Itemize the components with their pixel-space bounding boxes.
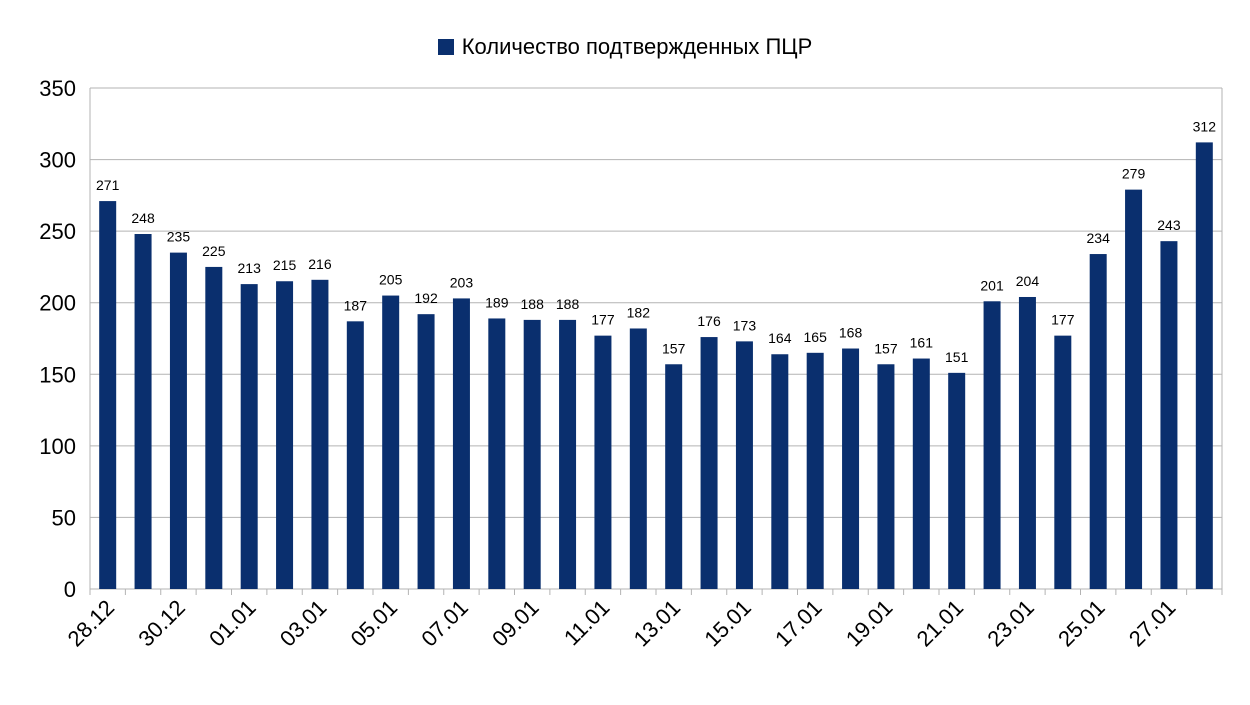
bar <box>1160 241 1178 590</box>
data-label: 157 <box>874 340 898 356</box>
y-tick-label: 350 <box>39 76 76 101</box>
x-tick-label: 11.01 <box>559 595 614 650</box>
x-tick-label: 05.01 <box>346 595 403 652</box>
bar <box>594 335 612 589</box>
data-label: 188 <box>521 296 545 312</box>
bar <box>99 201 117 589</box>
bar <box>523 319 541 589</box>
bar <box>134 234 152 589</box>
bar <box>311 279 329 589</box>
y-tick-label: 200 <box>39 291 76 316</box>
bar <box>629 328 647 589</box>
data-label: 216 <box>308 256 332 272</box>
data-label: 177 <box>1051 312 1075 328</box>
bar <box>1195 142 1213 589</box>
bar <box>382 295 400 589</box>
x-tick-label: 23.01 <box>982 595 1039 652</box>
bar <box>1089 254 1107 589</box>
x-tick-label: 30.12 <box>133 595 190 652</box>
bar <box>205 266 223 589</box>
bar <box>842 348 860 589</box>
data-label: 182 <box>627 304 651 320</box>
bar <box>240 284 258 589</box>
legend: Количество подтвержденных ПЦР <box>0 34 1250 60</box>
data-label: 189 <box>485 294 509 310</box>
data-label: 173 <box>733 317 757 333</box>
data-label: 215 <box>273 257 297 273</box>
bar <box>665 364 683 589</box>
x-tick-label: 09.01 <box>487 595 544 652</box>
x-tick-label: 25.01 <box>1053 595 1110 652</box>
y-tick-label: 300 <box>39 148 76 173</box>
bar <box>771 354 789 589</box>
bar <box>1054 335 1072 589</box>
data-label: 192 <box>414 290 438 306</box>
bar <box>452 298 470 589</box>
bar <box>735 341 753 589</box>
bar <box>1125 189 1143 590</box>
data-label: 234 <box>1087 230 1111 246</box>
data-label: 203 <box>450 274 474 290</box>
x-tick-label: 03.01 <box>275 595 332 652</box>
bar <box>877 364 895 589</box>
data-label: 243 <box>1157 217 1181 233</box>
data-label: 157 <box>662 340 686 356</box>
bar <box>559 319 577 589</box>
data-label: 312 <box>1193 118 1217 134</box>
bar <box>417 314 435 589</box>
data-label: 176 <box>697 313 721 329</box>
bar <box>983 301 1001 589</box>
data-label: 168 <box>839 325 863 341</box>
x-tick-label: 07.01 <box>416 595 473 652</box>
x-tick-label: 28.12 <box>63 595 120 652</box>
bar <box>948 372 966 589</box>
bar <box>1018 296 1036 589</box>
y-tick-label: 0 <box>64 577 76 602</box>
x-tick-label: 13.01 <box>629 595 686 652</box>
data-label: 225 <box>202 243 226 259</box>
data-label: 271 <box>96 177 120 193</box>
data-label: 248 <box>131 210 155 226</box>
x-tick-label: 17.01 <box>770 595 827 652</box>
legend-swatch <box>437 39 454 55</box>
y-tick-label: 150 <box>39 362 76 387</box>
data-label: 188 <box>556 296 580 312</box>
data-label: 151 <box>945 349 969 365</box>
data-label: 279 <box>1122 166 1146 182</box>
data-label: 165 <box>804 329 828 345</box>
bar <box>806 352 824 589</box>
bar <box>346 321 364 589</box>
data-label: 235 <box>167 229 191 245</box>
data-label: 201 <box>980 277 1004 293</box>
y-tick-label: 250 <box>39 219 76 244</box>
bar <box>169 252 187 589</box>
x-tick-label: 21.01 <box>912 595 969 652</box>
y-tick-label: 100 <box>39 434 76 459</box>
y-tick-label: 50 <box>52 505 76 530</box>
bar <box>912 358 930 589</box>
data-label: 204 <box>1016 273 1040 289</box>
x-tick-label: 01.01 <box>204 595 261 652</box>
legend-label: Количество подтвержденных ПЦР <box>461 34 813 59</box>
data-label: 177 <box>591 312 615 328</box>
data-label: 205 <box>379 272 403 288</box>
bar <box>488 318 506 589</box>
data-label: 161 <box>910 335 934 351</box>
bar <box>700 337 718 589</box>
bar <box>276 281 294 589</box>
x-tick-label: 27.01 <box>1124 595 1181 652</box>
x-tick-label: 19.01 <box>841 595 898 652</box>
x-tick-label: 15.01 <box>699 595 756 652</box>
data-label: 187 <box>344 297 368 313</box>
data-label: 213 <box>238 260 262 276</box>
data-label: 164 <box>768 330 792 346</box>
